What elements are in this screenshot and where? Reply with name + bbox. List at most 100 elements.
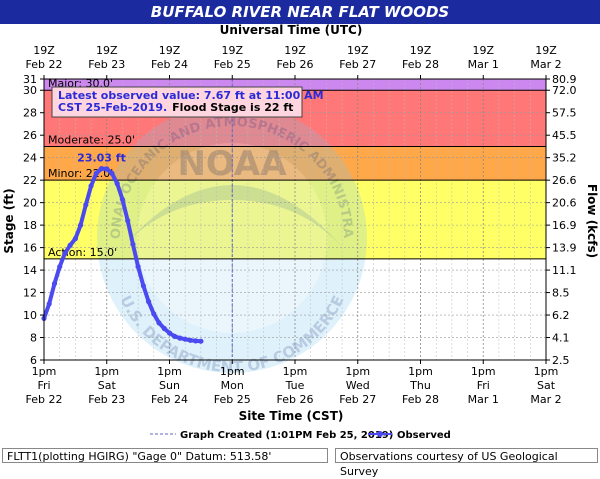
bottom-tick-time: 1pm: [471, 365, 496, 378]
legend: Graph Created (1:01PM Feb 25, 2019) Obse…: [150, 430, 451, 441]
top-tick-label: 19Z: [284, 44, 306, 57]
y2-tick-label: 80.9: [552, 73, 577, 86]
observed-point: [88, 183, 94, 189]
bottom-tick-time: 1pm: [345, 365, 370, 378]
bottom-tick-date: Mar 1: [468, 393, 499, 406]
observed-series: 23.03 ft: [41, 152, 204, 344]
bottom-tick-day: Wed: [346, 379, 370, 392]
observed-point: [187, 337, 193, 343]
bottom-tick-time: 1pm: [94, 365, 119, 378]
band-labels: Major: 30.0'Moderate: 25.0'Minor: 22.0'A…: [44, 77, 546, 260]
bottom-axis-title: Site Time (CST): [239, 409, 344, 423]
peak-label: 23.03 ft: [77, 152, 126, 165]
legend-created-label: Graph Created (1:01PM Feb 25, 2019): [180, 430, 393, 441]
footer-datum: FLTT1(plotting HGIRG) "Gage 0" Datum: 51…: [2, 448, 328, 463]
y2-tick-label: 13.9: [552, 242, 577, 255]
y-tick-label: 20: [23, 197, 37, 210]
y-tick-label: 18: [23, 219, 37, 232]
top-tick-date: Mar 2: [530, 58, 561, 71]
top-tick-label: 19Z: [33, 44, 55, 57]
observed-point: [46, 301, 52, 307]
observed-point: [130, 241, 136, 247]
observed-point: [166, 330, 173, 336]
band-label-moderate: Moderate: 25.0': [48, 133, 135, 146]
observed-point: [156, 320, 162, 326]
bottom-tick-day: Tue: [285, 379, 305, 392]
bottom-tick-time: 1pm: [408, 365, 433, 378]
y-tick-label: 24: [23, 152, 37, 165]
observed-point: [182, 336, 188, 342]
top-tick-date: Feb 27: [339, 58, 376, 71]
legend-observed-marker: [377, 431, 383, 437]
bottom-tick-day: Sat: [98, 379, 117, 392]
bottom-tick-day: Sat: [537, 379, 556, 392]
observed-point: [161, 325, 167, 332]
bottom-tick-day: Thu: [409, 379, 431, 392]
y2-tick-label: 4.1: [552, 332, 570, 345]
observed-point: [177, 335, 183, 341]
observed-point: [109, 170, 115, 176]
top-tick-label: 19Z: [535, 44, 557, 57]
observed-point: [98, 166, 105, 172]
y2-axis-label: Flow (kcfs): [585, 184, 599, 258]
bottom-tick-date: Mar 2: [530, 393, 561, 406]
top-tick-label: 19Z: [221, 44, 243, 57]
bottom-tick-date: Feb 27: [339, 393, 376, 406]
observed-point: [151, 311, 157, 317]
top-tick-date: Feb 25: [214, 58, 251, 71]
bottom-tick-time: 1pm: [32, 365, 57, 378]
observed-point: [78, 222, 84, 228]
bottom-tick-time: 1pm: [283, 365, 308, 378]
y-tick-label: 28: [23, 107, 37, 120]
legend-observed-label: Observed: [397, 430, 451, 441]
y-axis-label: Stage (ft): [2, 188, 16, 253]
observed-point: [62, 250, 68, 256]
top-tick-label: 19Z: [472, 44, 494, 57]
y2-tick-label: 45.5: [552, 129, 577, 142]
bottom-tick-time: 1pm: [534, 365, 559, 378]
chart-title: BUFFALO RIVER NEAR FLAT WOODS: [0, 0, 600, 24]
top-tick-date: Mar 1: [468, 58, 499, 71]
latest-observed-line2: CST 25-Feb-2019. Flood Stage is 22 ft: [58, 101, 293, 114]
bottom-tick-date: Feb 22: [26, 393, 63, 406]
observed-point: [93, 170, 99, 176]
y2-tick-label: 20.6: [552, 197, 577, 210]
bottom-tick-date: Feb 25: [214, 393, 251, 406]
observed-point: [146, 299, 152, 305]
y-tick-label: 12: [23, 287, 37, 300]
observed-point: [57, 264, 63, 270]
latest-observed-line1: Latest observed value: 7.67 ft at 11:00 …: [58, 89, 324, 102]
y2-tick-label: 35.2: [552, 152, 577, 165]
y-tick-label: 31: [23, 73, 37, 86]
observed-point: [193, 338, 199, 344]
watermark-circle: [97, 103, 367, 373]
footer-attribution: Observations courtesy of US Geological S…: [335, 448, 598, 478]
observed-point: [119, 196, 125, 202]
observed-point: [51, 281, 58, 287]
bottom-tick-date: Feb 24: [151, 393, 188, 406]
y-tick-label: 26: [23, 129, 37, 142]
y2-tick-label: 8.5: [552, 287, 570, 300]
top-tick-label: 19Z: [96, 44, 118, 57]
grid-lines: [43, 78, 547, 361]
bottom-tick-time: 1pm: [220, 365, 245, 378]
hydrograph-chart: NOAA NATIONAL OCEANIC AND ATMOSPHERIC AD…: [0, 0, 599, 441]
y2-tick-label: 11.1: [552, 264, 577, 277]
top-axis-title: Universal Time (UTC): [220, 23, 363, 37]
bottom-tick-date: Feb 26: [277, 393, 314, 406]
top-tick-date: Feb 23: [88, 58, 125, 71]
y2-tick-label: 2.5: [552, 354, 570, 367]
observed-point: [135, 264, 141, 270]
y-tick-label: 22: [23, 174, 37, 187]
observed-point: [198, 338, 204, 344]
y-tick-label: 14: [23, 264, 37, 277]
y2-tick-label: 6.2: [552, 309, 570, 322]
top-tick-date: Feb 22: [26, 58, 63, 71]
top-tick-date: Feb 24: [151, 58, 188, 71]
y-tick-label: 16: [23, 242, 37, 255]
y-tick-label: 10: [23, 309, 37, 322]
observed-point: [83, 202, 89, 208]
observed-point: [104, 166, 110, 172]
y2-tick-label: 72.0: [552, 84, 577, 97]
top-tick-label: 19Z: [347, 44, 369, 57]
